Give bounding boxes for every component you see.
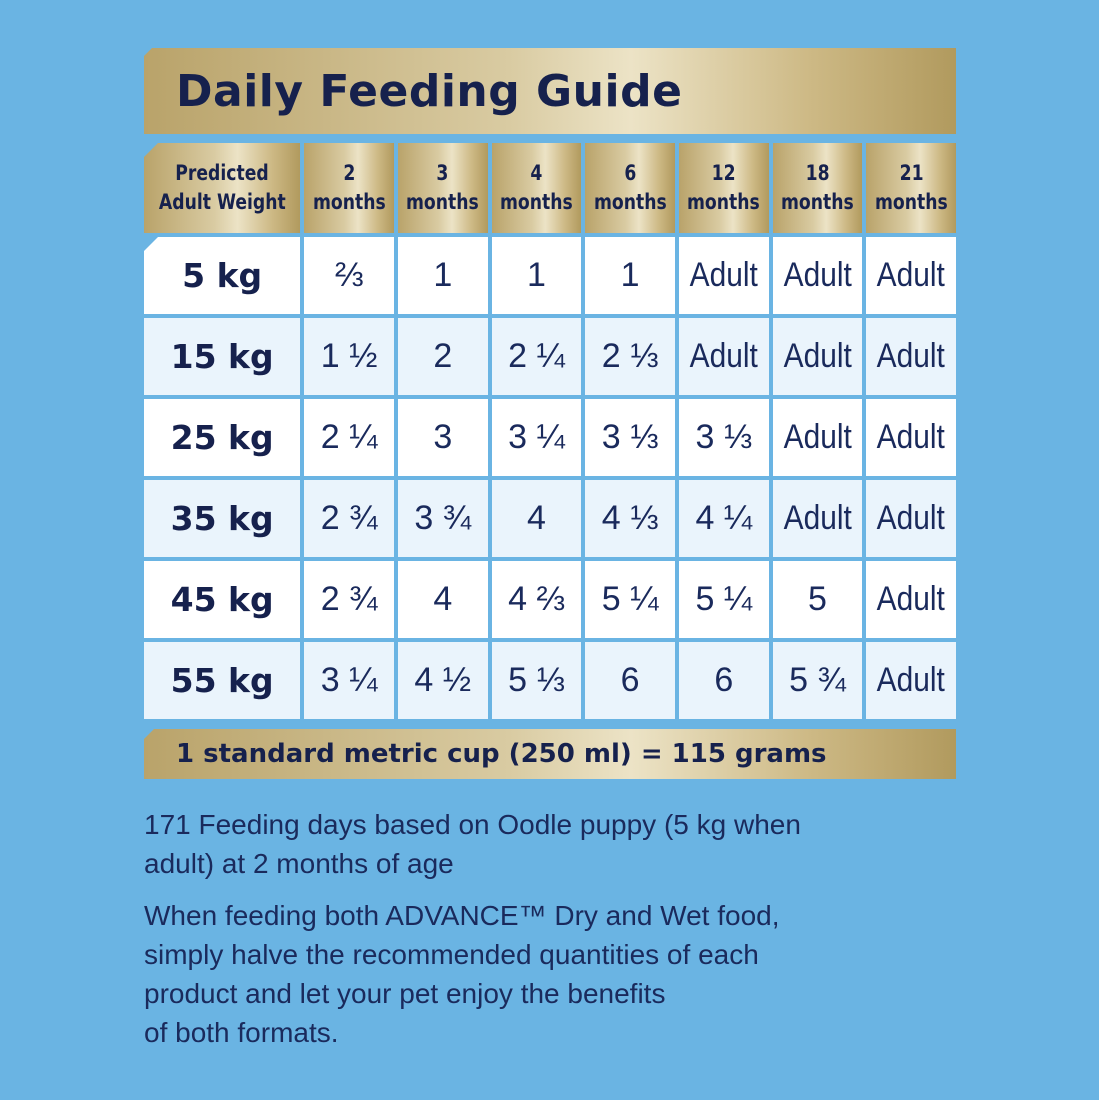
portion-cell: 3 ¼	[304, 642, 394, 719]
portion-cell: 1	[585, 237, 675, 314]
portion-cell: 5	[772, 561, 863, 638]
portion-cell: Adult	[866, 561, 956, 638]
header-age-col: 4 months	[491, 143, 582, 233]
feeding-guide: Daily Feeding Guide Predicted Adult Weig…	[144, 48, 956, 1065]
cup-conversion-bar: 1 standard metric cup (250 ml) = 115 gra…	[144, 729, 956, 779]
title-bar: Daily Feeding Guide	[144, 48, 956, 134]
weight-cell: 55 kg	[144, 642, 301, 719]
cup-note: 1 standard metric cup (250 ml) = 115 gra…	[176, 739, 827, 769]
portion-cell: ⅔	[304, 237, 394, 314]
portion-cell: 3	[397, 399, 488, 476]
portion-cell: 3 ¾	[397, 480, 488, 557]
portion-cell: 5 ¼	[678, 561, 769, 638]
portion-cell: Adult	[866, 399, 956, 476]
portion-cell: 1	[491, 237, 582, 314]
portion-cell: 3 ⅓	[585, 399, 675, 476]
portion-cell: 6	[678, 642, 769, 719]
weight-cell: 25 kg	[144, 399, 301, 476]
header-age-col: 6 months	[585, 143, 675, 233]
header-age-col: 2 months	[304, 143, 394, 233]
header-predicted-weight: Predicted Adult Weight	[144, 143, 301, 233]
weight-cell: 45 kg	[144, 561, 301, 638]
portion-cell: Adult	[866, 642, 956, 719]
header-first-line2: Adult Weight	[158, 190, 286, 214]
note-dry-wet: When feeding both ADVANCE™ Dry and Wet f…	[144, 900, 780, 1048]
portion-cell: 3 ¼	[491, 399, 582, 476]
portion-cell: 2 ¾	[304, 561, 394, 638]
portion-cell: 2 ⅓	[585, 318, 675, 395]
portion-cell: 5 ⅓	[491, 642, 582, 719]
note-feeding-days: 171 Feeding days based on Oodle puppy (5…	[144, 809, 801, 879]
portion-cell: 2	[397, 318, 488, 395]
header-age-col: 21 months	[866, 143, 956, 233]
portion-cell: Adult	[866, 237, 956, 314]
portion-cell: Adult	[772, 237, 863, 314]
weight-cell: 15 kg	[144, 318, 301, 395]
header-row: Predicted Adult Weight 2 months 3 months 4…	[144, 143, 956, 233]
portion-cell: 2 ¾	[304, 480, 394, 557]
portion-cell: Adult	[772, 318, 863, 395]
portion-cell: Adult	[772, 399, 863, 476]
portion-cell: 4	[491, 480, 582, 557]
portion-cell: Adult	[678, 318, 769, 395]
portion-cell: Adult	[772, 480, 863, 557]
portion-cell: 5 ¾	[772, 642, 863, 719]
portion-cell: 2 ¼	[304, 399, 394, 476]
header-age-col: 12 months	[678, 143, 769, 233]
feeding-table: Predicted Adult Weight 2 months 3 months 4…	[140, 139, 960, 723]
portion-cell: Adult	[866, 318, 956, 395]
header-age-col: 18 months	[772, 143, 863, 233]
table-row: 5 kg ⅔ 1 1 1 Adult Adult Adult	[144, 237, 956, 314]
portion-cell: 4 ⅔	[491, 561, 582, 638]
weight-cell: 35 kg	[144, 480, 301, 557]
weight-cell: 5 kg	[144, 237, 301, 314]
portion-cell: 4 ½	[397, 642, 488, 719]
portion-cell: 4 ⅓	[585, 480, 675, 557]
portion-cell: 2 ¼	[491, 318, 582, 395]
portion-cell: 4	[397, 561, 488, 638]
portion-cell: 4 ¼	[678, 480, 769, 557]
header-age-col: 3 months	[397, 143, 488, 233]
page-title: Daily Feeding Guide	[176, 65, 683, 117]
portion-cell: 5 ¼	[585, 561, 675, 638]
header-first-line1: Predicted	[175, 161, 269, 185]
portion-cell: Adult	[678, 237, 769, 314]
portion-cell: 3 ⅓	[678, 399, 769, 476]
portion-cell: 1	[397, 237, 488, 314]
portion-cell: Adult	[866, 480, 956, 557]
portion-cell: 1 ½	[304, 318, 394, 395]
portion-cell: 6	[585, 642, 675, 719]
notes: 171 Feeding days based on Oodle puppy (5…	[144, 805, 956, 1052]
